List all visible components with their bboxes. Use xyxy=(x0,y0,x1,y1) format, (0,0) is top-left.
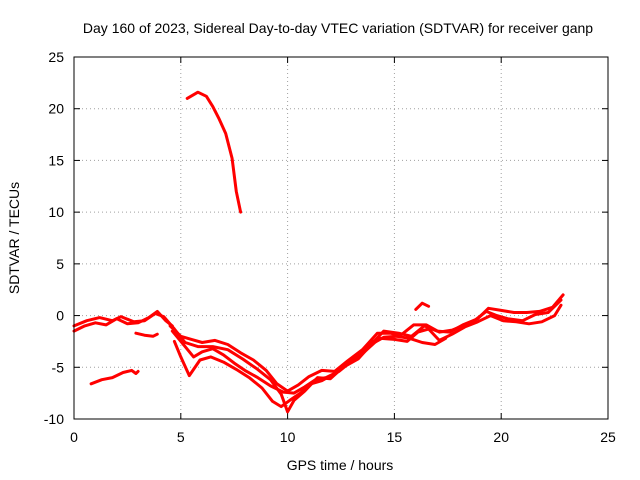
x-tick-labels: 0 5 10 15 20 25 xyxy=(70,429,616,445)
plot-frame xyxy=(73,56,609,420)
y-tick-label: -10 xyxy=(44,411,64,427)
chart-title: Day 160 of 2023, Sidereal Day-to-day VTE… xyxy=(83,20,593,36)
series-track-6 xyxy=(89,368,140,386)
y-tick-label: 5 xyxy=(56,256,64,272)
y-tick-label: 0 xyxy=(56,308,64,324)
series-track-9 xyxy=(414,301,431,311)
series-track-8 xyxy=(185,90,243,214)
x-tick-label: 0 xyxy=(70,429,78,445)
series-track-10 xyxy=(369,334,448,346)
series-track-3 xyxy=(168,293,565,393)
x-axis-label: GPS time / hours xyxy=(287,457,394,473)
y-tick-label: 20 xyxy=(48,101,64,117)
series-track-7 xyxy=(134,331,159,338)
x-tick-label: 5 xyxy=(177,429,185,445)
y-tick-label: 25 xyxy=(48,49,64,65)
y-tick-label: -5 xyxy=(52,359,65,375)
y-tick-label: 15 xyxy=(48,152,64,168)
y-tick-label: 10 xyxy=(48,204,64,220)
data-series xyxy=(72,90,565,414)
y-axis-label: SDTVAR / TECUs xyxy=(6,182,22,294)
x-tick-label: 20 xyxy=(493,429,509,445)
series-track-5 xyxy=(172,339,375,409)
y-tick-labels: -10 -5 0 5 10 15 20 25 xyxy=(44,49,64,427)
grid xyxy=(74,57,608,419)
x-tick-label: 15 xyxy=(387,429,403,445)
x-tick-label: 25 xyxy=(600,429,616,445)
x-tick-label: 10 xyxy=(280,429,296,445)
